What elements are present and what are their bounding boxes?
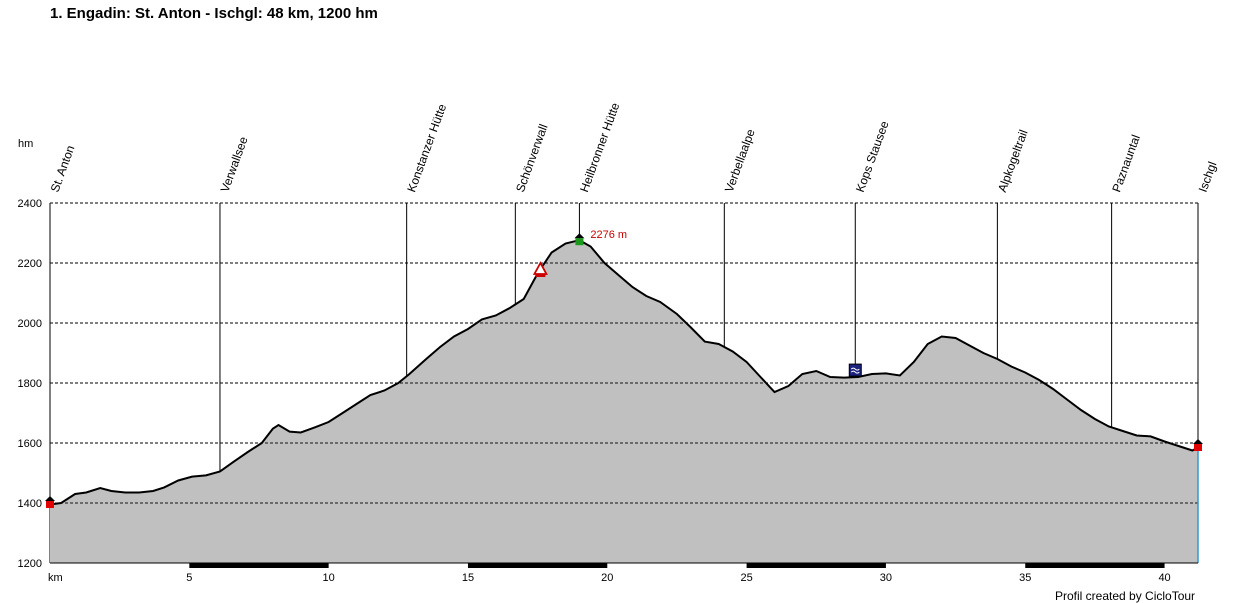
x-tick-label: 10: [323, 572, 335, 584]
y-tick-label: 1200: [18, 558, 42, 570]
axis-scale-segment: [467, 563, 608, 568]
waypoint-label: Schönverwall: [513, 122, 551, 194]
axis-scale-segment: [746, 563, 886, 568]
axis-scale-segment: [1025, 563, 1165, 568]
peak-elevation-label: 2276 m: [590, 229, 627, 241]
lake-icon: [848, 363, 862, 377]
y-tick-label: 2000: [18, 318, 42, 330]
x-tick-label: 40: [1158, 572, 1170, 584]
peak-marker-roof: [574, 233, 585, 239]
y-tick-label: 1800: [18, 378, 42, 390]
x-tick-label: 20: [601, 572, 613, 584]
y-axis-label: hm: [18, 138, 33, 150]
waypoint-label: Paznauntal: [1109, 133, 1143, 194]
waypoint-label: Heilbronner Hütte: [577, 101, 622, 194]
credit-text: Profil created by CicloTour: [1055, 589, 1196, 603]
x-tick-label: 35: [1019, 572, 1031, 584]
waypoint-label: Verbellaalpe: [722, 127, 758, 194]
profile-area: [49, 202, 1199, 564]
waypoint-label: Alpkogeltrail: [995, 128, 1031, 194]
x-tick-label: 15: [462, 572, 474, 584]
x-tick-label: 30: [880, 572, 892, 584]
waypoint-label: Ischgl: [1196, 160, 1220, 194]
x-tick-label: 5: [186, 572, 192, 584]
start-marker-base: [46, 501, 54, 508]
end-marker-roof: [1193, 439, 1203, 444]
y-tick-label: 1600: [18, 438, 42, 450]
lake-icon-waves: [850, 367, 860, 374]
axis-scale-segment: [189, 563, 329, 568]
x-tick-label: 25: [740, 572, 752, 584]
page-title: 1. Engadin: St. Anton - Ischgl: 48 km, 1…: [50, 5, 378, 22]
end-marker-base: [1194, 444, 1202, 451]
waypoint-labels: St. Anton Verwallsee Konstanzer Hütte Schön…: [48, 101, 1220, 194]
warning-icon-base: [535, 274, 546, 277]
waypoint-label: St. Anton: [48, 143, 78, 194]
y-tick-label: 2200: [18, 258, 42, 270]
peak-marker-base: [575, 238, 584, 246]
markers: [45, 233, 1203, 508]
start-marker-roof: [45, 496, 55, 501]
y-tick-label: 1400: [18, 498, 42, 510]
x-axis-label: km: [48, 572, 63, 584]
profile-line: [49, 239, 1199, 506]
waypoint-label: Kops Stausee: [853, 119, 892, 194]
y-tick-label: 2400: [18, 198, 42, 210]
axes: 1200 1400 1600 1800 2000 2200 2400 5 10 15 20 25 30 3…: [18, 198, 1198, 584]
waypoint-label: Konstanzer Hütte: [404, 102, 449, 194]
waypoint-label: Verwallsee: [218, 134, 251, 194]
profile-fill: [50, 240, 1198, 563]
